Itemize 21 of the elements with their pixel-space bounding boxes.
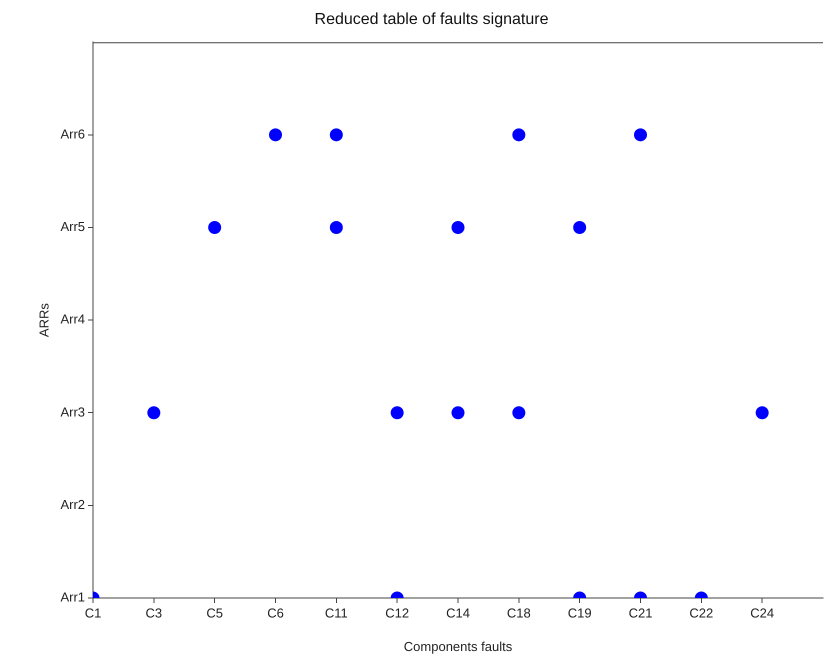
x-tick-label: C1 (84, 605, 102, 620)
category-label: Arr2 (60, 496, 85, 512)
x-tick-label: C11 (324, 605, 348, 620)
x-tick-label: C18 (506, 605, 531, 620)
x-tick-label: C12 (385, 605, 410, 620)
x-tick-label: C3 (146, 605, 162, 620)
x-tick-label: C24 (750, 605, 774, 620)
x-tick-label: C5 (206, 605, 223, 620)
category-label: Arr3 (60, 404, 85, 420)
x-tick-label: C22 (689, 605, 714, 620)
category-label: Arr6 (60, 126, 85, 142)
category-label: Arr5 (60, 219, 85, 234)
y-axis-title: ARRs (36, 302, 52, 338)
chart-title: Reduced table of faults signature (314, 11, 549, 28)
x-axis-title: Components faults (404, 638, 513, 654)
x-tick-label: C14 (446, 605, 470, 620)
x-tick-label: C21 (628, 605, 652, 620)
x-tick-label: C6 (267, 605, 284, 620)
category-label: Arr4 (60, 312, 85, 327)
category-label: Arr1 (60, 590, 85, 605)
x-tick-label: C19 (568, 605, 592, 620)
